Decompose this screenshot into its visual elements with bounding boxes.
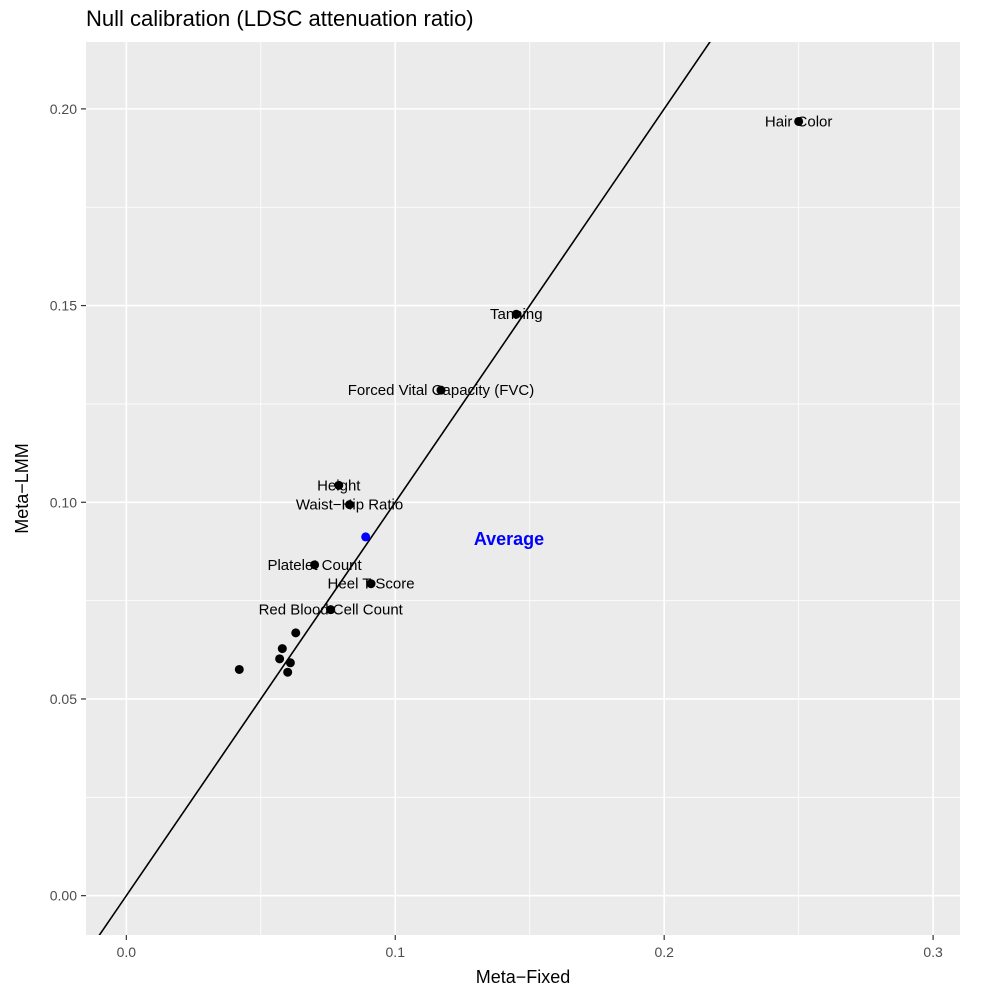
y-tick-label: 0.15 bbox=[50, 298, 77, 314]
x-tick-label: 0.2 bbox=[654, 944, 674, 960]
data-point bbox=[275, 654, 285, 664]
y-tick-label: 0.00 bbox=[50, 888, 77, 904]
x-tick-label: 0.3 bbox=[923, 944, 943, 960]
average-point bbox=[361, 532, 371, 542]
data-point bbox=[334, 480, 344, 490]
average-label: Average bbox=[474, 529, 544, 549]
data-point bbox=[436, 385, 446, 395]
data-label: Heel T Score bbox=[328, 576, 415, 593]
major-gridlines bbox=[86, 42, 960, 935]
y-axis-title: Meta−LMM bbox=[12, 443, 32, 534]
data-label: Waist−Hip Ratio bbox=[296, 497, 403, 514]
data-point bbox=[277, 644, 287, 654]
data-point bbox=[366, 579, 376, 589]
x-axis-title: Meta−Fixed bbox=[476, 967, 571, 987]
minor-gridlines bbox=[86, 42, 960, 935]
data-point bbox=[794, 116, 804, 126]
plot-panel bbox=[86, 42, 960, 935]
data-label: Platelet Count bbox=[267, 557, 362, 574]
y-tick-label: 0.05 bbox=[50, 691, 77, 707]
data-point bbox=[511, 309, 521, 319]
x-tick-label: 0.1 bbox=[386, 944, 406, 960]
data-labels: Hair Color Tanning Forced Vital Capacity (… bbox=[259, 113, 833, 618]
y-tick-label: 0.20 bbox=[50, 101, 77, 117]
data-point bbox=[291, 628, 301, 638]
chart-title: Null calibration (LDSC attenuation ratio… bbox=[86, 6, 474, 31]
data-label: Hair Color bbox=[765, 113, 833, 130]
data-point bbox=[310, 560, 320, 570]
data-point bbox=[234, 664, 244, 674]
data-label: Red Blood Cell Count bbox=[259, 602, 404, 619]
y-tick-label: 0.10 bbox=[50, 494, 77, 510]
data-label: Tanning bbox=[490, 306, 543, 323]
data-points bbox=[234, 116, 804, 677]
data-label: Forced Vital Capacity (FVC) bbox=[348, 382, 534, 399]
data-label: Height bbox=[317, 477, 361, 494]
reference-line bbox=[98, 42, 711, 935]
x-tick-label: 0.0 bbox=[117, 944, 137, 960]
data-point bbox=[326, 605, 336, 615]
data-point bbox=[285, 658, 295, 668]
data-point bbox=[345, 500, 355, 510]
data-point bbox=[283, 667, 293, 677]
x-axis-ticks: 0.0 0.1 0.2 0.3 bbox=[117, 935, 943, 960]
y-axis-ticks: 0.00 0.05 0.10 0.15 0.20 bbox=[50, 101, 86, 904]
